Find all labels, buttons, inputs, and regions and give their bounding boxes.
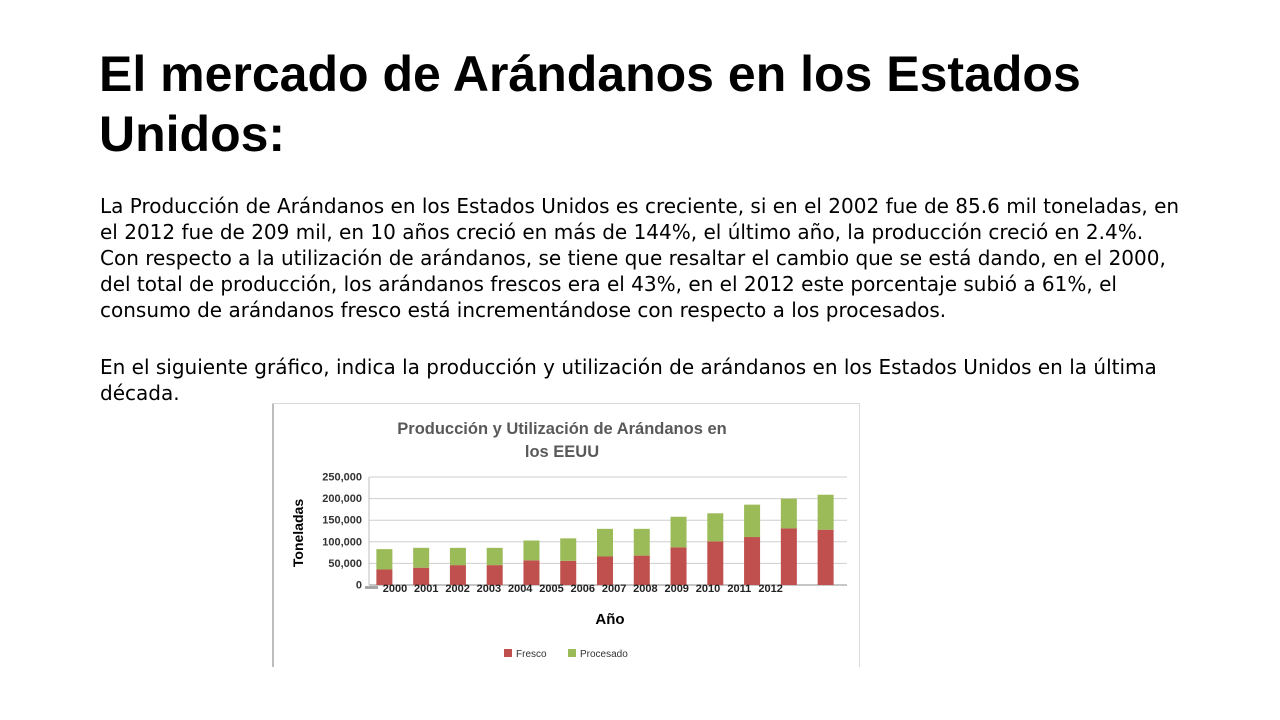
legend-swatch-procesado xyxy=(568,649,576,657)
bar-procesado xyxy=(449,547,466,566)
bar-procesado xyxy=(560,538,577,561)
bar-procesado xyxy=(486,547,503,566)
bar-procesado xyxy=(744,504,761,538)
y-tick-label: 150,000 xyxy=(322,515,362,527)
bar-procesado xyxy=(597,528,613,557)
x-tick-label: 2010 xyxy=(696,583,720,595)
x-tick-label: 2009 xyxy=(664,583,688,595)
bar-fresco xyxy=(376,569,393,585)
x-tick-label: 2000 xyxy=(383,583,407,595)
x-tick-label: 2002 xyxy=(445,583,469,595)
bar-fresco xyxy=(560,560,577,585)
x-tick-label: 2012 xyxy=(758,583,782,595)
bar-fresco xyxy=(817,529,834,585)
bar-fresco xyxy=(670,547,687,585)
x-tick-label: 2005 xyxy=(539,583,563,595)
legend-label-procesado: Procesado xyxy=(580,649,628,660)
bar-procesado xyxy=(780,498,797,529)
y-tick-label: 200,000 xyxy=(322,493,362,505)
x-tick-label: 2011 xyxy=(727,583,751,595)
bar-fresco xyxy=(413,567,430,585)
bar-procesado xyxy=(707,513,724,542)
slide-title: El mercado de Arándanos en los Estados U… xyxy=(99,46,1081,162)
axis-marker xyxy=(365,586,378,589)
x-tick-label: 2007 xyxy=(602,583,626,595)
y-tick-label: 100,000 xyxy=(322,536,362,548)
y-tick-label: 0 xyxy=(356,580,362,592)
bar-fresco xyxy=(780,528,797,585)
legend-label-fresco: Fresco xyxy=(516,649,547,660)
legend-swatch-fresco xyxy=(504,649,512,657)
bar-procesado xyxy=(670,516,687,548)
bar-procesado xyxy=(817,494,834,530)
bar-procesado xyxy=(633,528,650,556)
paragraph-production: La Producción de Arándanos en los Estado… xyxy=(100,194,1180,322)
y-axis-label: Toneladas xyxy=(290,499,306,567)
bar-fresco xyxy=(486,565,503,585)
x-tick-label: 2008 xyxy=(633,583,657,595)
paragraph-chart-intro: En el siguiente gráfico, indica la produ… xyxy=(100,355,1157,405)
y-tick-label: 50,000 xyxy=(328,558,362,570)
bar-fresco xyxy=(449,565,466,585)
bar-fresco xyxy=(633,555,650,585)
x-tick-label: 2004 xyxy=(508,583,533,595)
stacked-bar-chart: Producción y Utilización de Arándanos en… xyxy=(290,420,847,660)
y-tick-label: 250,000 xyxy=(322,472,362,484)
x-tick-label: 2003 xyxy=(477,583,501,595)
chart-title-line-1: Producción y Utilización de Arándanos en xyxy=(397,420,726,438)
chart-title-line-2: los EEUU xyxy=(525,443,599,461)
bar-fresco xyxy=(744,537,761,585)
bar-fresco xyxy=(707,541,724,585)
chart-image: Producción y Utilización de Arándanos en… xyxy=(272,403,860,667)
bar-fresco xyxy=(597,556,613,585)
bar-fresco xyxy=(523,560,540,585)
x-tick-label: 2001 xyxy=(414,583,438,595)
bar-procesado xyxy=(413,547,430,568)
bar-procesado xyxy=(523,540,540,561)
x-tick-label: 2006 xyxy=(571,583,595,595)
x-axis-label: Año xyxy=(595,611,624,628)
bar-procesado xyxy=(376,549,393,570)
